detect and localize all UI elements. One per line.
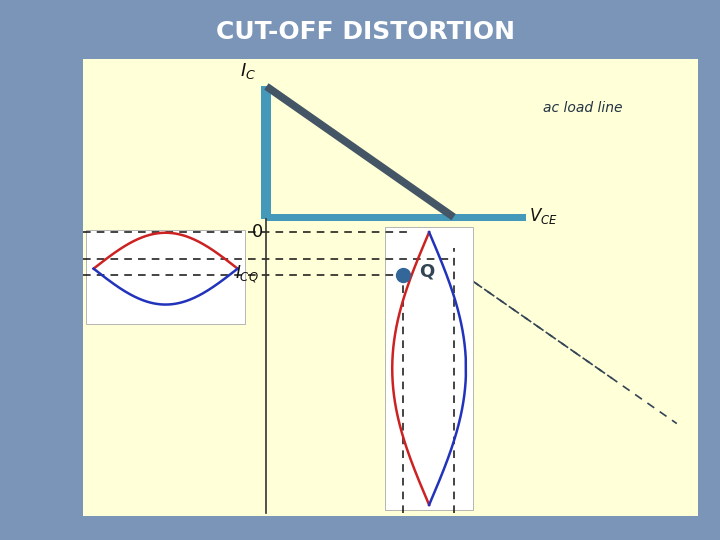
Bar (83, 59, 698, 516)
Bar (385, 227, 473, 510)
Bar (86, 230, 245, 324)
Bar (261, 86, 271, 219)
Text: CUT-OFF DISTORTION: CUT-OFF DISTORTION (216, 21, 515, 44)
Text: $I_C$: $I_C$ (240, 61, 256, 81)
Text: $I_{CQ}$: $I_{CQ}$ (235, 264, 259, 285)
Bar (266, 214, 526, 221)
Text: Q: Q (419, 262, 434, 280)
Text: ac load line: ac load line (544, 101, 623, 115)
Text: $0$: $0$ (251, 223, 263, 241)
Text: $V_{CE}$: $V_{CE}$ (529, 206, 558, 226)
